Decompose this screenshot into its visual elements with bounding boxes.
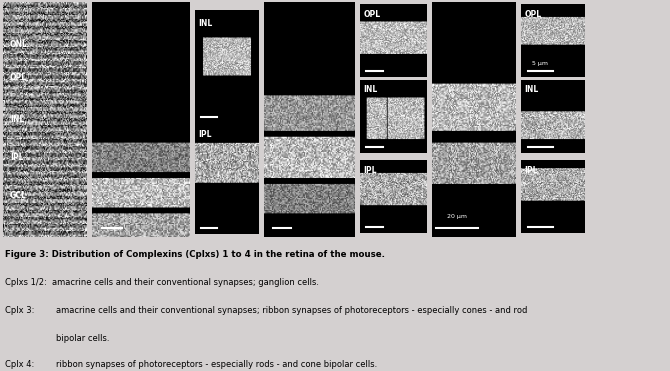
- Text: IPL: IPL: [198, 131, 212, 139]
- Text: 20 μm: 20 μm: [448, 214, 467, 219]
- Text: OPL: OPL: [363, 10, 381, 19]
- Text: OPL: OPL: [525, 10, 541, 19]
- Text: ribbon synapses of photoreceptors - especially rods - and cone bipolar cells.: ribbon synapses of photoreceptors - espe…: [56, 360, 377, 369]
- Text: Cplx 3:: Cplx 3:: [5, 306, 35, 315]
- Text: OPL: OPL: [10, 73, 27, 82]
- Text: INL: INL: [10, 115, 24, 124]
- Text: Cplx 4: Cplx 4: [456, 6, 492, 16]
- Text: Figure 3: Distribution of Complexins (Cplxs) 1 to 4 in the retina of the mouse.: Figure 3: Distribution of Complexins (Cp…: [5, 250, 385, 259]
- Text: amacrine cells and their conventional synapses; ribbon synapses of photoreceptor: amacrine cells and their conventional sy…: [56, 306, 527, 315]
- Text: IPL: IPL: [363, 165, 377, 174]
- Text: Cplx 1/2: Cplx 1/2: [118, 6, 164, 16]
- Text: INL: INL: [363, 85, 377, 95]
- Text: Cplx 3: Cplx 3: [291, 6, 327, 16]
- Text: bipolar cells.: bipolar cells.: [56, 334, 109, 343]
- Text: IPL: IPL: [525, 165, 538, 174]
- Text: INL: INL: [198, 19, 212, 28]
- Text: INL: INL: [525, 85, 539, 95]
- Text: 5 μm: 5 μm: [533, 60, 548, 66]
- Text: GCL: GCL: [10, 191, 27, 200]
- Text: Cplxs 1/2:  amacrine cells and their conventional synapses; ganglion cells.: Cplxs 1/2: amacrine cells and their conv…: [5, 278, 320, 287]
- Text: Cplx 4:: Cplx 4:: [5, 360, 35, 369]
- Text: ONL: ONL: [10, 40, 28, 49]
- Text: IPL: IPL: [10, 153, 23, 162]
